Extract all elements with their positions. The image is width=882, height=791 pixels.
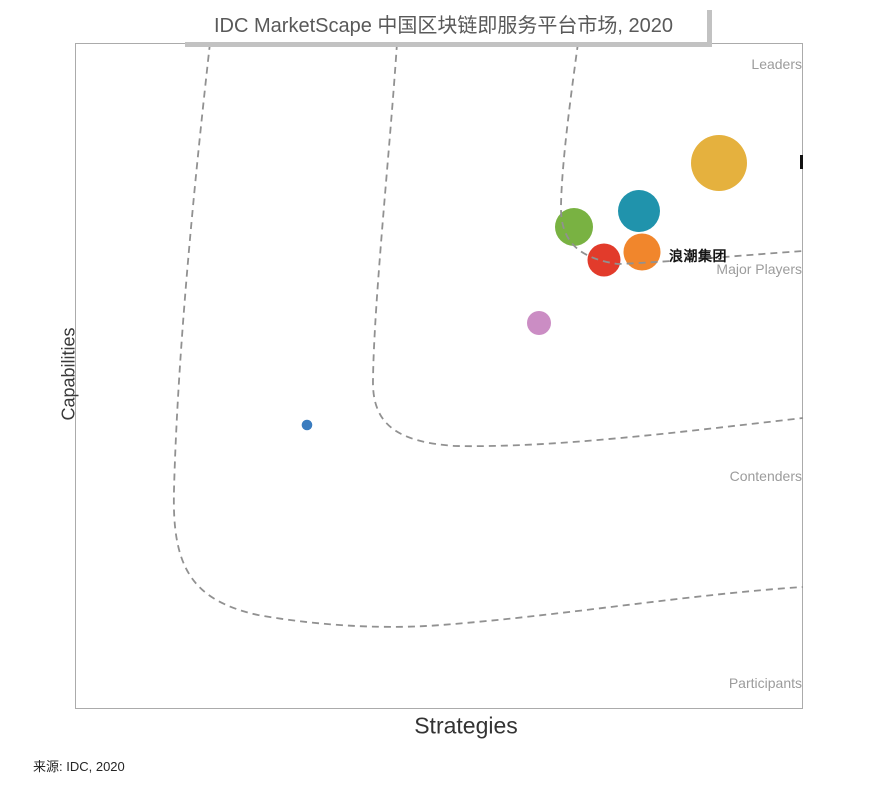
region-label-participants: Participants xyxy=(728,675,802,691)
bubble-vendor-3 xyxy=(618,190,660,232)
chart-title-box: IDC MarketScape 中国区块链即服务平台市场, 2020 xyxy=(180,5,707,42)
region-label-leaders: Leaders xyxy=(751,56,802,72)
source-note: 来源: IDC, 2020 xyxy=(33,759,125,774)
vendor-label-inspur: 浪潮集团 xyxy=(669,248,727,264)
bubble-vendor-0 xyxy=(301,419,313,431)
region-label-contenders: Contenders xyxy=(729,468,802,484)
bubble-vendor-2 xyxy=(691,135,747,191)
x-axis-label: Strategies xyxy=(414,712,518,739)
region-boundary-leaders-major-players xyxy=(560,42,804,265)
y-axis-label: Capabilities xyxy=(58,327,79,421)
bubble-vendor-5 xyxy=(587,243,621,277)
bubble-vendor-4 xyxy=(555,208,593,246)
region-label-major-players: Major Players xyxy=(716,261,802,277)
plot-area xyxy=(75,43,803,709)
clipped-label-fragment xyxy=(800,155,803,169)
bubble-浪潮集团 xyxy=(623,233,661,271)
region-boundary-major-players-contenders xyxy=(372,42,804,448)
region-boundary-contenders-participants xyxy=(172,42,804,628)
bubble-vendor-1 xyxy=(527,311,551,335)
chart-title: IDC MarketScape 中国区块链即服务平台市场, 2020 xyxy=(214,15,673,37)
